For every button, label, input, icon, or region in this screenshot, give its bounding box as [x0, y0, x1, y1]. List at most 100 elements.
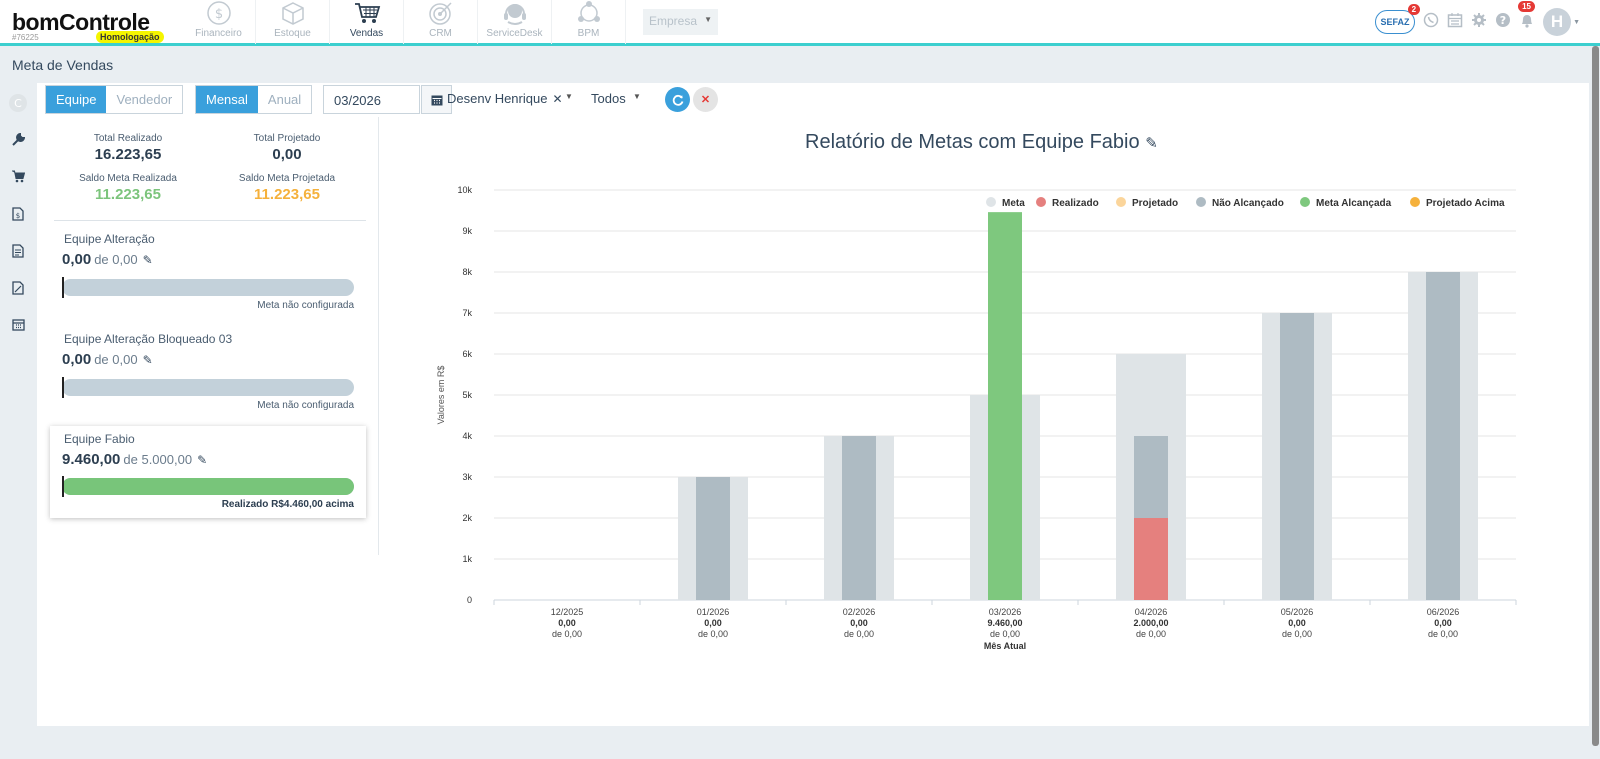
caret-down-icon[interactable]: ▼ [633, 92, 641, 101]
team-goal: de 0,00 [94, 352, 138, 367]
calendar-icon[interactable] [1447, 12, 1463, 32]
chart-title: Relatório de Metas com Equipe Fabio ✎ [805, 131, 1158, 154]
company-select[interactable]: Empresa ▼ [643, 9, 718, 35]
nav-servicedesk[interactable]: ServiceDesk [478, 0, 552, 44]
legend-item: Meta [1002, 198, 1025, 209]
legend-item: Projetado [1132, 198, 1178, 209]
clear-filters-button[interactable]: ✕ [693, 87, 718, 112]
scrollbar[interactable] [1591, 46, 1600, 759]
team-progress-bar [62, 377, 354, 398]
x-goal-label: de 0,00 [1136, 629, 1166, 639]
sefaz-badge: 2 [1407, 4, 1421, 15]
x-value-label: 2.000,00 [1133, 618, 1168, 628]
nav-financeiro[interactable]: $ Financeiro [182, 0, 256, 44]
team-progress-bar [62, 277, 354, 298]
rail-item-doc-dollar[interactable]: $ [0, 195, 36, 232]
nav-crm[interactable]: CRM [404, 0, 478, 44]
whatsapp-icon[interactable] [1423, 12, 1439, 32]
team-item-selected[interactable]: Equipe Fabio 9.460,00 de 5.000,00 ✎ Realiz… [50, 426, 366, 518]
avatar[interactable]: H [1543, 8, 1572, 36]
total-projetado: Total Projetado 0,00 [227, 133, 347, 163]
top-bar: bomControle #76225 Homologação $ Finance… [0, 0, 1600, 46]
user-select[interactable]: Desenv Henrique ✕ [447, 91, 563, 106]
bar-realizado [1134, 518, 1168, 600]
progress-marker [62, 476, 64, 497]
total-realizado: Total Realizado 16.223,65 [68, 133, 188, 163]
period-mensal-button[interactable]: Mensal [196, 86, 258, 113]
scope-equipe-button[interactable]: Equipe [46, 86, 107, 113]
calendar-button[interactable] [421, 85, 452, 114]
caret-down-icon[interactable]: ▼ [565, 92, 573, 101]
nav-bpm[interactable]: BPM [552, 0, 626, 44]
refresh-icon [672, 94, 683, 106]
sefaz-label: SEFAZ [1380, 17, 1410, 27]
y-tick-label: 9k [462, 226, 472, 236]
x-goal-label: de 0,00 [990, 629, 1020, 639]
team-amount: 9.460,00 de 5.000,00 ✎ [62, 451, 207, 468]
total-realizado-value: 16.223,65 [94, 146, 162, 163]
team-item[interactable]: Equipe Alteração 0,00 de 0,00 ✎ Meta não c… [50, 226, 366, 316]
rail-item-doc-pdf[interactable] [0, 269, 36, 306]
progress-fill [62, 478, 354, 495]
progress-marker [62, 277, 64, 298]
y-tick-label: 1k [462, 554, 472, 564]
bell-icon[interactable]: 15 [1518, 1, 1535, 32]
rail-item-chart[interactable]: C [0, 84, 36, 121]
rail-item-doc-list[interactable] [0, 232, 36, 269]
edit-icon[interactable]: ✎ [142, 253, 153, 267]
gear-icon[interactable] [1471, 12, 1487, 32]
legend-marker [1300, 197, 1310, 207]
y-tick-label: 3k [462, 472, 472, 482]
x-goal-label: de 0,00 [844, 629, 874, 639]
status-select[interactable]: Todos [591, 91, 626, 106]
scrollbar-thumb[interactable] [1592, 46, 1599, 746]
help-icon[interactable]: ? [1495, 12, 1511, 32]
edit-icon[interactable]: ✎ [1145, 135, 1158, 152]
legend-marker [1410, 197, 1420, 207]
rail-item-calendar[interactable] [0, 306, 36, 343]
rail-item-tools[interactable] [0, 121, 36, 158]
environment-badge: Homologação [96, 31, 164, 43]
x-tick-label: 05/2026 [1281, 607, 1314, 617]
progress-marker [62, 377, 64, 398]
calendar-icon [11, 319, 25, 331]
x-tick-label: 01/2026 [697, 607, 730, 617]
saldo-realizada-label: Saldo Meta Realizada [79, 173, 177, 184]
nav-label: Estoque [274, 28, 311, 39]
legend-item: Meta Alcançada [1316, 198, 1392, 209]
scope-vendedor-button[interactable]: Vendedor [116, 92, 173, 107]
saldo-realizada-value: 11.223,65 [95, 186, 161, 203]
sefaz-button[interactable]: SEFAZ 2 [1375, 4, 1421, 34]
saldo-projetada-label: Saldo Meta Projetada [238, 173, 336, 184]
cart-icon [11, 170, 25, 183]
legend-item: Projetado Acima [1426, 198, 1505, 209]
x-tick-label: 12/2025 [551, 607, 584, 617]
total-realizado-label: Total Realizado [93, 133, 163, 144]
team-progress-bar [62, 476, 354, 497]
legend-item: Não Alcançado [1212, 198, 1284, 209]
bar-nao-alcancado [696, 477, 730, 600]
document-list-icon [12, 243, 24, 258]
period-anual-button[interactable]: Anual [267, 92, 302, 107]
team-item[interactable]: Equipe Alteração Bloqueado 03 0,00 de 0,0… [50, 326, 366, 416]
x-value-label: 0,00 [850, 618, 868, 628]
month-input[interactable]: 03/2026 [323, 85, 420, 114]
chevron-down-icon[interactable]: ▼ [1573, 18, 1580, 26]
notifications-badge: 15 [1518, 1, 1535, 12]
legend-marker [986, 197, 996, 207]
refresh-button[interactable] [665, 87, 690, 112]
rail-item-cart[interactable] [0, 158, 36, 195]
svg-text:$: $ [16, 212, 20, 220]
nav-vendas[interactable]: Vendas [330, 0, 404, 44]
logo[interactable]: bomControle [12, 9, 150, 35]
nav-estoque[interactable]: Estoque [256, 0, 330, 44]
main-nav: $ Financeiro Estoque Vendas CRM ServiceD… [182, 0, 626, 46]
x-value-label: 0,00 [1288, 618, 1306, 628]
clear-icon[interactable]: ✕ [552, 92, 563, 106]
team-value: 9.460,00 [62, 451, 121, 468]
x-tick-label: 06/2026 [1427, 607, 1460, 617]
edit-icon[interactable]: ✎ [197, 453, 208, 467]
legend-marker [1036, 197, 1046, 207]
header-actions: SEFAZ 2 ? 15 H ▼ [1375, 1, 1580, 36]
edit-icon[interactable]: ✎ [142, 353, 153, 367]
